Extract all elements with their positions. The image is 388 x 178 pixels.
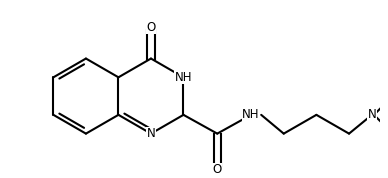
- Text: O: O: [146, 21, 156, 34]
- Text: NH: NH: [242, 108, 260, 121]
- Text: N: N: [147, 127, 155, 140]
- Text: NH: NH: [175, 71, 192, 84]
- Text: O: O: [213, 163, 222, 176]
- Text: N: N: [367, 108, 376, 121]
